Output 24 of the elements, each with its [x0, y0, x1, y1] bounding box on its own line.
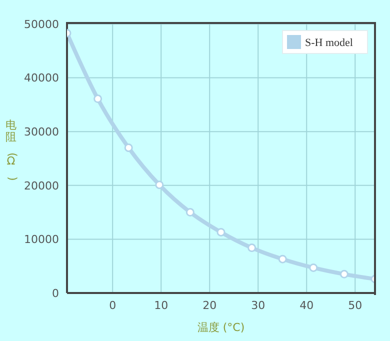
y-tick-label: 10000 [24, 233, 59, 246]
y-tick-label: 20000 [24, 179, 59, 192]
x-tick-label: 20 [202, 298, 217, 312]
x-tick-label: 30 [251, 298, 266, 312]
legend-label: S-H model [305, 37, 353, 49]
x-tick-label: 10 [154, 298, 168, 312]
y-tick-label: 30000 [24, 126, 59, 139]
point [155, 180, 164, 190]
y-tick-label: 0 [52, 286, 59, 300]
x-axis-title: 温度 (°C) [197, 321, 245, 334]
y-axis-title: 电阻(Ω) [6, 118, 19, 181]
point [278, 254, 287, 264]
point [186, 208, 194, 217]
y-tick-label: 50000 [24, 18, 59, 31]
point [248, 244, 256, 252]
y-tick-label: 40000 [24, 72, 59, 85]
point [216, 228, 226, 236]
x-tick-label: 50 [348, 298, 362, 312]
point [94, 94, 102, 104]
point [124, 143, 133, 152]
point [309, 263, 318, 272]
x-tick-label: 40 [300, 298, 314, 312]
x-tick-label: 0 [109, 298, 116, 312]
point [340, 270, 348, 278]
